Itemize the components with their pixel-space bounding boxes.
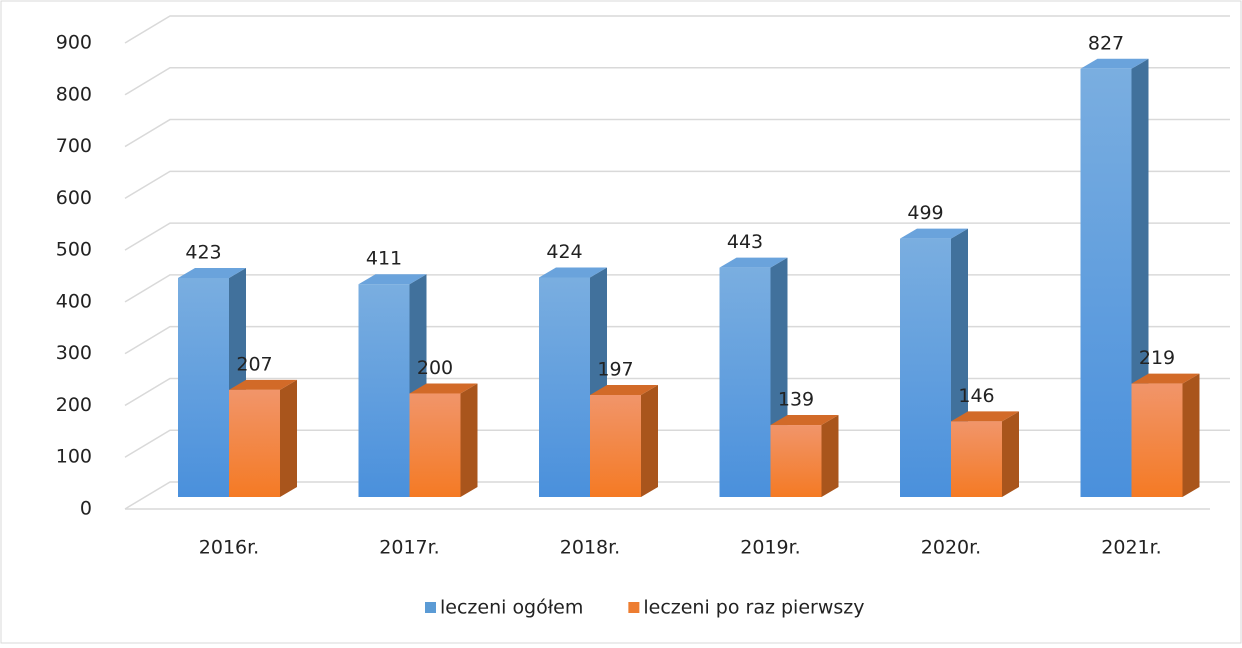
x-tick-label: 2020r. [921, 537, 981, 559]
bar-top [900, 228, 968, 239]
y-tick-label: 100 [56, 446, 92, 468]
grid-line [124, 429, 1230, 458]
bar [229, 379, 297, 497]
grid-line [124, 170, 1230, 199]
data-label: 219 [1139, 347, 1175, 369]
legend-label: leczeni ogółem [440, 597, 583, 619]
y-tick-label: 400 [56, 290, 92, 312]
bar-side [1182, 373, 1200, 497]
legend-swatch [628, 602, 640, 613]
data-label: 139 [778, 389, 814, 411]
grid-line [124, 67, 1230, 96]
bar [409, 383, 478, 497]
bar-front [590, 394, 641, 497]
y-tick-label: 500 [56, 239, 92, 261]
data-label: 207 [236, 353, 272, 375]
data-label: 423 [185, 241, 221, 263]
y-tick-label: 200 [56, 394, 92, 416]
grid-line [124, 274, 1230, 303]
bar [1131, 373, 1200, 497]
legend-swatch [425, 602, 436, 613]
data-label: 146 [958, 385, 994, 407]
data-label: 499 [907, 202, 943, 224]
x-tick-label: 2018r. [560, 537, 620, 559]
bar-top [539, 267, 607, 278]
bar-top [719, 257, 788, 268]
bar-side [641, 384, 658, 497]
bar-top [1080, 58, 1149, 69]
grid-line [124, 222, 1230, 251]
x-tick-label: 2016r. [199, 537, 259, 559]
legend-label: leczeni po raz pierwszy [643, 597, 864, 619]
bar-front [409, 393, 461, 497]
y-tick-label: 600 [56, 187, 92, 209]
bar-top [951, 411, 1019, 422]
bar [590, 384, 658, 497]
bar-front [1080, 68, 1132, 497]
grid-line [124, 325, 1230, 355]
data-label: 827 [1088, 32, 1124, 54]
x-tick-label: 2019r. [740, 537, 800, 559]
bar-front [900, 238, 951, 497]
grid-line [124, 481, 1230, 510]
y-tick-label: 900 [56, 32, 92, 54]
grid-line [124, 377, 1230, 407]
grid-line [124, 118, 1230, 148]
bar-top [178, 267, 246, 278]
bar-front [539, 277, 590, 497]
bar-top [409, 383, 478, 394]
bar-top [358, 274, 427, 285]
bar-front [178, 277, 229, 497]
bar-side [460, 383, 478, 497]
data-label: 200 [417, 357, 453, 379]
y-tick-label: 300 [56, 342, 92, 364]
y-tick-label: 800 [56, 83, 92, 105]
bar-top [1131, 373, 1200, 384]
bar-side [1002, 411, 1019, 497]
grid-line [124, 15, 1230, 44]
bar-front [358, 284, 410, 497]
bar-top [770, 415, 839, 426]
x-tick-label: 2017r. [379, 537, 439, 559]
data-label: 443 [727, 231, 763, 253]
bar-top [229, 379, 297, 390]
bar [951, 411, 1019, 497]
bar-front [719, 267, 771, 497]
bar-front [770, 425, 822, 497]
bar-front [1131, 383, 1183, 497]
bar-side [280, 379, 297, 497]
data-label: 424 [546, 241, 582, 263]
bar [770, 415, 839, 497]
data-label: 197 [597, 358, 633, 380]
y-tick-label: 700 [56, 135, 92, 157]
bar-top [590, 384, 658, 395]
data-label: 411 [366, 248, 402, 270]
bar-front [229, 389, 280, 497]
bar-front [951, 421, 1002, 497]
y-tick-label: 0 [80, 498, 92, 520]
x-tick-label: 2021r. [1101, 537, 1161, 559]
bar-side [821, 415, 839, 497]
